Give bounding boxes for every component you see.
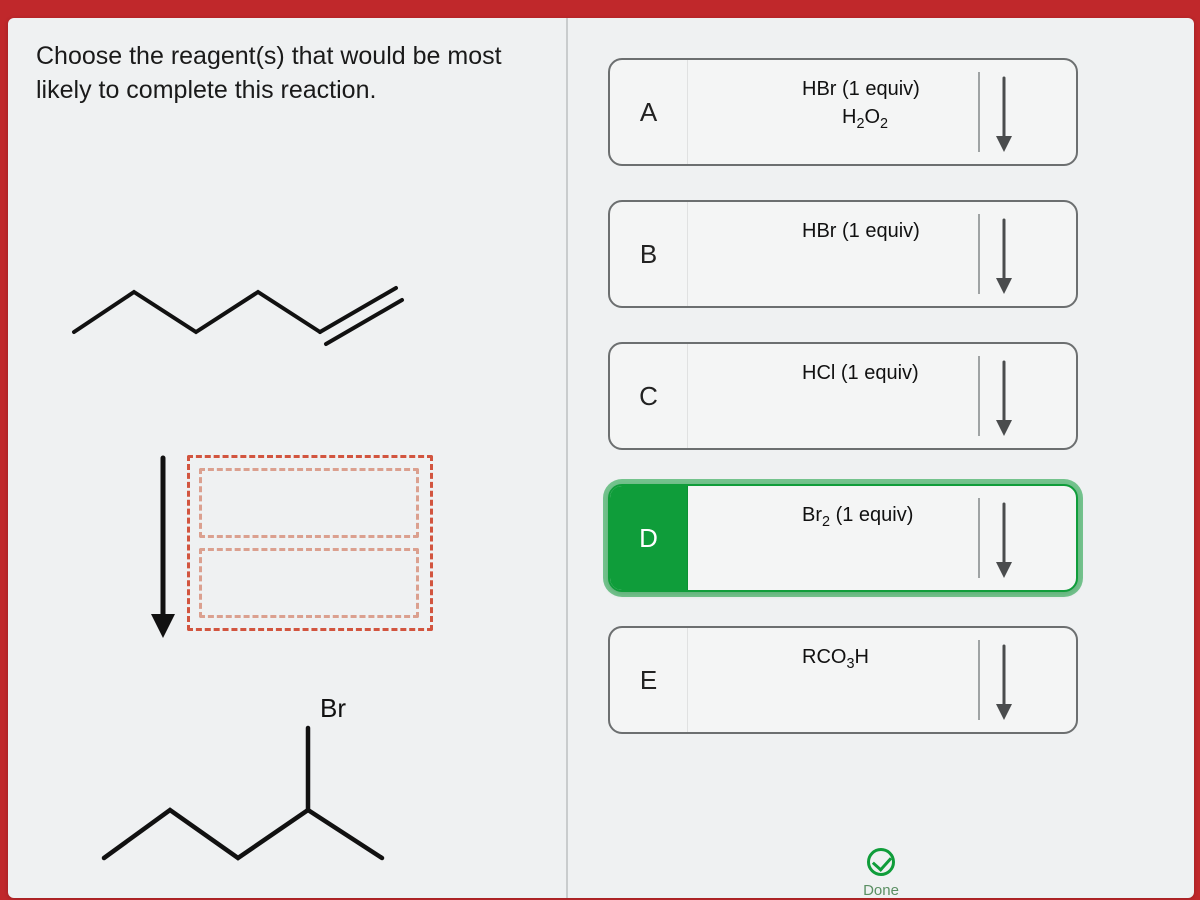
reagent-dropzone-2[interactable] xyxy=(199,548,419,618)
check-icon xyxy=(867,848,895,876)
option-letter: D xyxy=(610,486,688,590)
option-d[interactable]: D Br2 (1 equiv) xyxy=(608,484,1078,592)
down-arrow-icon xyxy=(980,74,1028,158)
option-a[interactable]: A HBr (1 equiv) H2O2 xyxy=(608,58,1078,166)
option-body: RCO3H xyxy=(694,628,1076,732)
reaction-arrow-area xyxy=(95,458,435,648)
reagent-line-1: HCl (1 equiv) xyxy=(802,362,919,385)
product-structure xyxy=(90,710,450,895)
option-letter: B xyxy=(610,202,688,306)
starting-material xyxy=(56,270,436,390)
reagent-line-1: HBr (1 equiv) xyxy=(802,220,920,243)
option-letter: A xyxy=(610,60,688,164)
option-e[interactable]: E RCO3H xyxy=(608,626,1078,734)
reagent-line-2: H2O2 xyxy=(842,106,888,132)
option-b[interactable]: B HBr (1 equiv) xyxy=(608,200,1078,308)
reagent-line-1: RCO3H xyxy=(802,646,869,672)
option-body: HBr (1 equiv) H2O2 xyxy=(694,60,1076,164)
option-body: HCl (1 equiv) xyxy=(694,344,1076,448)
reagent-line-1: Br2 (1 equiv) xyxy=(802,504,913,530)
option-letter: E xyxy=(610,628,688,732)
question-text: Choose the reagent(s) that would be most… xyxy=(36,40,538,108)
down-arrow-icon xyxy=(980,642,1028,726)
options-column: A HBr (1 equiv) H2O2 B HBr (1 equiv) C HCl (1 … xyxy=(568,18,1194,898)
done-label: Done xyxy=(821,882,941,899)
down-arrow-icon xyxy=(980,216,1028,300)
option-body: HBr (1 equiv) xyxy=(694,202,1076,306)
reagent-dropzone-1[interactable] xyxy=(199,468,419,538)
option-c[interactable]: C HCl (1 equiv) xyxy=(608,342,1078,450)
down-arrow-icon xyxy=(980,500,1028,584)
option-letter: C xyxy=(610,344,688,448)
done-button[interactable]: Done xyxy=(821,848,941,899)
down-arrow-icon xyxy=(980,358,1028,442)
option-body: Br2 (1 equiv) xyxy=(694,486,1076,590)
quiz-panel: Choose the reagent(s) that would be most… xyxy=(8,18,1194,898)
reagent-line-1: HBr (1 equiv) xyxy=(802,78,920,101)
question-column: Choose the reagent(s) that would be most… xyxy=(8,18,568,898)
reaction-diagram: Br xyxy=(60,270,460,880)
